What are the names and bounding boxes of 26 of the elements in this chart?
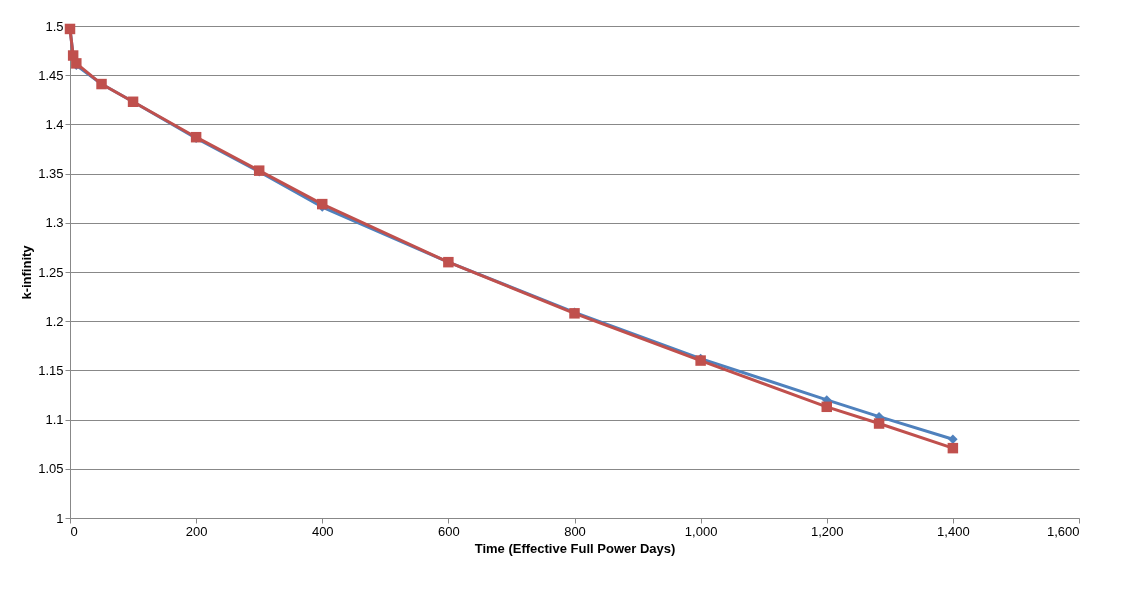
y-tick-label: 1.5 (45, 18, 64, 34)
y-tick-label: 1.25 (38, 264, 64, 280)
x-tick-label: 1,000 (684, 523, 718, 539)
point (317, 198, 328, 210)
x-tick-label: 600 (438, 523, 460, 539)
x-tick-label: 800 (564, 523, 586, 539)
y-tick-label: 1 (56, 510, 64, 526)
y-tick-label: 1.15 (38, 362, 64, 378)
point (821, 401, 832, 413)
y-tick-label: 1.45 (38, 67, 64, 83)
y-tick-label: 1.05 (38, 461, 64, 477)
x-tick-label: 200 (185, 523, 208, 539)
x-tick-label: 1,200 (810, 523, 844, 539)
y-tick-label: 1.35 (38, 166, 64, 182)
y-tick-label: 1.1 (45, 412, 64, 428)
y-tick-label: 1.3 (45, 215, 64, 231)
y-tick-label: 1.4 (45, 116, 64, 132)
x-tick-label: 1,600 (1046, 523, 1080, 539)
x-tick-label: 0 (70, 523, 78, 539)
x-axis-title: Time (Effective Full Power Days) (474, 540, 676, 556)
y-axis-title: k-infinity (19, 244, 35, 300)
point (947, 442, 959, 454)
x-tick-label: 400 (311, 523, 334, 539)
x-tick-label: 1,400 (937, 523, 970, 539)
point (873, 418, 885, 429)
y-tick-label: 1.2 (45, 313, 64, 329)
